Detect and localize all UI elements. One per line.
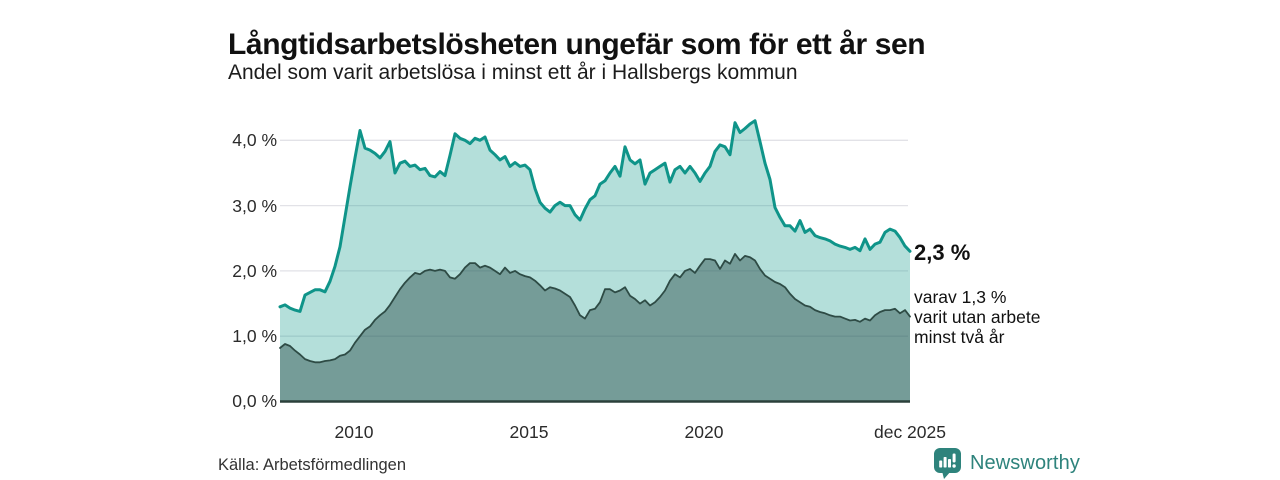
x-axis-label: 2010 [334, 422, 374, 442]
x-axis-label: 2015 [509, 422, 549, 442]
series-note: varav 1,3 % varit utan arbete minst två … [914, 287, 1040, 347]
chart-lines [278, 119, 912, 403]
total-line [278, 119, 912, 313]
y-axis-label: 2,0 % [232, 261, 277, 281]
note-line: minst två år [914, 327, 1005, 347]
latest-value-label: 2,3 % [914, 240, 971, 265]
y-axis-label: 4,0 % [232, 130, 277, 150]
chart-areas [280, 120, 910, 402]
source-note: Källa: Arbetsförmedlingen [218, 456, 407, 474]
y-axis-label: 3,0 % [232, 196, 277, 216]
note-line: varit utan arbete [914, 307, 1041, 327]
note-line: varav 1,3 % [914, 287, 1007, 307]
brand-wordmark: Newsworthy [970, 451, 1080, 474]
newsworthy-bubble-icon [934, 448, 961, 479]
page-title: Långtidsarbetslösheten ungefär som för e… [228, 28, 926, 62]
chart-subtitle: Andel som varit arbetslösa i minst ett å… [228, 61, 798, 84]
x-axis-label: dec 2025 [873, 422, 946, 442]
two-year-line [279, 253, 911, 364]
y-axis-label: 0,0 % [232, 391, 277, 411]
total-area [280, 120, 910, 402]
y-axis-label: 1,0 % [232, 326, 277, 346]
newsworthy-logo: Newsworthy [933, 446, 1080, 480]
two-year-area [280, 253, 910, 402]
x-axis-label: 2020 [684, 422, 724, 442]
